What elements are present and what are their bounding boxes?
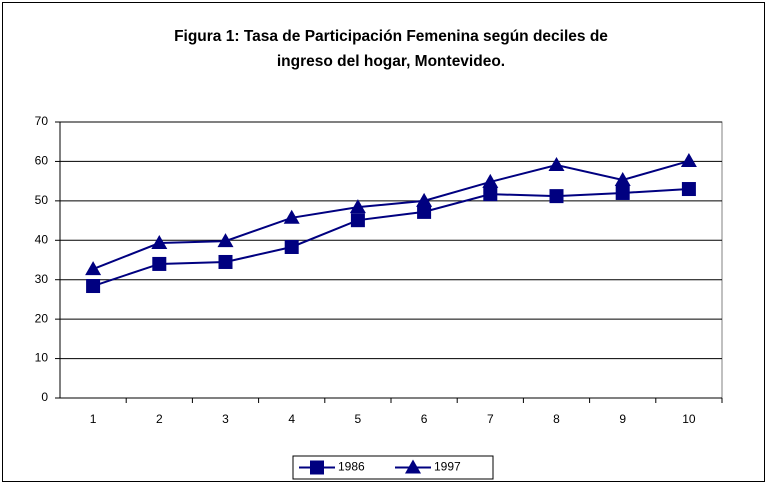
y-tick-label: 60	[35, 154, 49, 168]
y-tick-label: 50	[35, 193, 49, 207]
y-tick-label: 40	[35, 232, 49, 246]
data-point	[283, 209, 300, 224]
data-point	[549, 189, 564, 204]
y-tick-label: 20	[35, 311, 49, 325]
x-tick-label: 4	[288, 412, 295, 426]
y-tick-label: 70	[35, 114, 49, 128]
data-point	[483, 187, 498, 202]
data-point	[482, 173, 499, 188]
x-tick-label: 7	[487, 412, 494, 426]
x-tick-label: 1	[90, 412, 97, 426]
y-tick-label: 30	[35, 272, 49, 286]
y-tick-label: 10	[35, 351, 49, 365]
series-line	[92, 160, 690, 270]
x-tick-label: 3	[222, 412, 229, 426]
y-tick-label: 0	[41, 390, 48, 404]
x-tick-label: 6	[421, 412, 428, 426]
data-point	[152, 256, 167, 271]
data-point	[218, 254, 233, 269]
data-point	[86, 279, 101, 294]
data-point	[151, 235, 168, 250]
legend-marker	[310, 460, 324, 475]
data-point	[614, 171, 631, 186]
x-tick-label: 8	[553, 412, 560, 426]
data-point	[349, 199, 366, 214]
legend-marker	[405, 459, 421, 474]
data-point	[217, 233, 234, 248]
data-point	[681, 182, 696, 197]
data-point	[548, 156, 565, 171]
x-tick-label: 5	[355, 412, 362, 426]
series-line	[92, 188, 689, 287]
x-tick-label: 2	[156, 412, 163, 426]
data-point	[615, 185, 630, 200]
x-tick-label: 9	[619, 412, 626, 426]
x-tick-label: 10	[682, 412, 696, 426]
legend-box	[292, 455, 494, 480]
data-point	[350, 213, 365, 228]
legend-label: 1997	[434, 460, 461, 474]
data-point	[85, 261, 102, 276]
chart-title: ingreso del hogar, Montevideo.	[277, 53, 505, 70]
data-point	[284, 239, 299, 254]
data-point	[680, 153, 697, 168]
data-point	[416, 192, 433, 207]
data-point	[417, 204, 432, 219]
legend-label: 1986	[338, 460, 365, 474]
chart-title: Figura 1: Tasa de Participación Femenina…	[174, 28, 608, 45]
plot-area	[59, 121, 723, 399]
